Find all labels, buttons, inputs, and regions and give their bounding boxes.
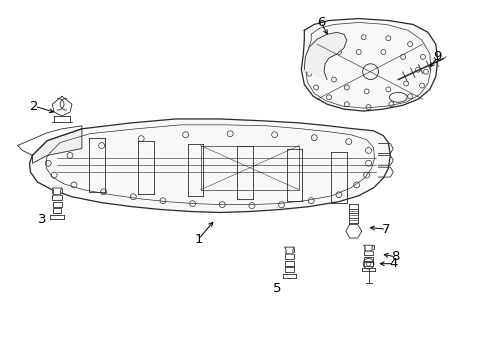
Polygon shape — [301, 18, 437, 111]
Text: 7: 7 — [381, 223, 390, 236]
Polygon shape — [345, 224, 361, 238]
Polygon shape — [52, 188, 62, 195]
Polygon shape — [304, 32, 346, 80]
Text: 3: 3 — [38, 213, 46, 226]
Polygon shape — [363, 245, 373, 251]
Text: 6: 6 — [316, 16, 325, 29]
Text: 8: 8 — [390, 250, 399, 263]
Text: 1: 1 — [194, 233, 203, 246]
Polygon shape — [29, 119, 389, 212]
Text: 4: 4 — [388, 257, 397, 270]
Polygon shape — [32, 129, 81, 163]
Polygon shape — [284, 247, 294, 254]
Text: 5: 5 — [273, 282, 281, 295]
Text: 9: 9 — [433, 50, 441, 63]
Text: 2: 2 — [30, 100, 39, 113]
